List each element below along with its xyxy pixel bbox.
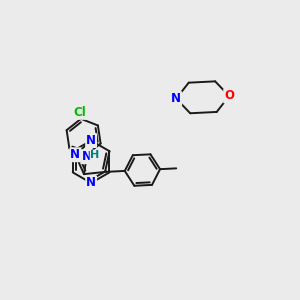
Text: N: N bbox=[171, 92, 181, 105]
Text: N: N bbox=[86, 134, 96, 147]
Text: O: O bbox=[224, 89, 234, 103]
Text: N: N bbox=[82, 150, 92, 163]
Text: N: N bbox=[86, 176, 96, 190]
Text: N: N bbox=[70, 148, 80, 161]
Text: Cl: Cl bbox=[74, 106, 86, 119]
Text: H: H bbox=[90, 150, 100, 160]
